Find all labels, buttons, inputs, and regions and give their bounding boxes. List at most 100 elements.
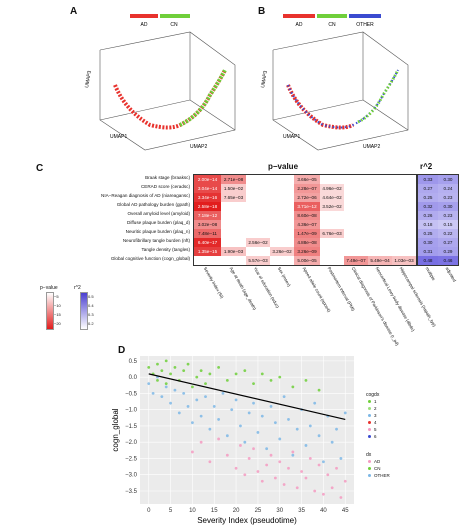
x-tick-label: 30 [276,508,283,514]
r2-cell: 0.26 [418,211,438,220]
data-point-cn [208,372,212,376]
r2-cell: 0.46 [438,256,458,265]
heatmap-row-label: Diffuse plaque burden (plaq_d) [127,220,190,225]
x-tick-label: 35 [298,508,305,514]
data-point-cn [291,385,295,389]
y-tick-label: −1.0 [125,408,138,414]
data-point-cn [269,378,273,382]
data-point-cn [164,382,168,386]
data-point-other [239,424,242,428]
data-point-ad [239,444,242,447]
pvalue-cell [344,238,368,247]
r2-cell: 0.25 [418,229,438,238]
pvalue-cell: 8.60e−08 [294,211,320,220]
pvalue-cell [368,175,392,184]
heatmap-column-label: Clinical diagnosis of Parkinson's diseas… [350,266,400,347]
plot-background [140,356,354,504]
pvalue-cell [246,220,270,229]
data-point-other [217,418,221,421]
data-point-ad [291,450,295,454]
legend-dot-icon [368,414,371,417]
legend-dot-icon [368,460,371,463]
r2-column-label: adjusted [444,266,458,283]
pvalue-cell [270,202,294,211]
r2-cell: 0.48 [418,256,438,265]
r2-cell: 0.23 [438,193,458,202]
data-point-ad [234,466,238,470]
legend-dot-icon [368,435,371,438]
pvalue-cell [344,229,368,238]
pvalue-cell [368,220,392,229]
pvalue-cell [221,238,246,247]
data-point-ad [217,437,221,441]
data-point-cn [199,369,203,373]
legend-bar-ad [130,14,158,18]
pvalue-cell: 2.58e−18 [194,202,221,211]
pvalue-cell: 3.52e−02 [320,202,344,211]
data-point-other [169,401,172,405]
data-point-cn [260,372,264,376]
pvalue-cell [392,211,416,220]
data-point-ad [295,486,299,490]
axis-box-b [272,31,409,151]
r2-cell: 0.30 [438,202,458,211]
data-point-other [160,395,164,399]
pvalue-cell: 5.49e−04 [368,256,392,265]
r2-heatmap: 0.33 0.30 0.27 0.24 0.25 0.23 0.32 0.30 0.26 0.23… [417,174,459,266]
pvalue-cell [392,184,416,193]
data-point-other [243,440,247,444]
data-point-ad [343,479,347,483]
data-point-other [291,453,295,457]
data-point-cn [278,375,282,379]
pvalue-cell [320,238,344,247]
data-point-ad [225,453,229,457]
legend-cogdx-label: 6 [374,434,377,439]
axis-label-umap1-a: UMAP1 [110,134,127,140]
pvalue-title: p−value [268,162,299,171]
pvalue-cell [221,229,246,238]
r2-cell: 0.22 [438,229,458,238]
legend-bar-cn [160,14,190,18]
panel-letter-b: B [258,6,266,17]
legend-dot-icon [368,428,371,431]
legend-cogdx-label: 3 [374,413,377,418]
pvalue-cell: 2.71e−08 [221,175,246,184]
legend-dx-label: CN [374,466,381,471]
data-point-cn [317,388,321,392]
umap-3d-plot-a: AD CN UMAP1 UMAP2 UMAP3 [84,14,236,151]
legend-cogdx-title: cogdx [366,392,380,398]
other-trajectory [287,69,399,129]
heatmap-row-label: Global AD pathology burden (gpath) [116,202,190,207]
r2-tick: 0.5 [88,294,94,299]
r2-tick: 0.2 [88,321,94,326]
data-point-ad [256,470,260,473]
heatmap-column-label: Apoe4 allele count (apoe4) [301,266,332,313]
data-point-cn [252,382,255,386]
legend-dot-icon [368,407,371,410]
pvalue-cell [368,202,392,211]
scatter-legend: cogdx 1 2 3 4 5 6 dx AD CN OTHER [366,392,426,502]
pvalue-cell: 3.66e−05 [294,175,320,184]
regression-line [148,373,346,421]
data-point-cn [164,359,168,363]
r2-cell: 0.33 [418,175,438,184]
heatmap-row-label: Global cognitive function (cogn_global) [110,256,190,261]
data-point-other [313,401,317,405]
axis-label-umap2-b: UMAP2 [363,144,380,150]
pvalue-cell [368,184,392,193]
legend-cogdx-label: 1 [374,399,377,404]
data-point-other [339,457,343,460]
x-tick-label: 10 [189,508,196,514]
legend-dot-icon [368,400,371,403]
data-point-other [256,431,260,434]
data-point-ad [252,447,255,451]
legend-dx-item: CN [368,466,381,471]
legend-dx-item: AD [368,459,380,464]
heatmap-column-label: Severity Index (SI) [202,266,225,300]
pvalue-cell: 2.56e−02 [246,238,270,247]
data-point-other [234,398,238,402]
axis-label-umap3-a: UMAP3 [84,70,93,88]
y-tick-label: −2.0 [125,440,138,446]
y-tick-label: −3.0 [125,473,138,479]
y-axis-label: cogn_global [111,408,120,451]
